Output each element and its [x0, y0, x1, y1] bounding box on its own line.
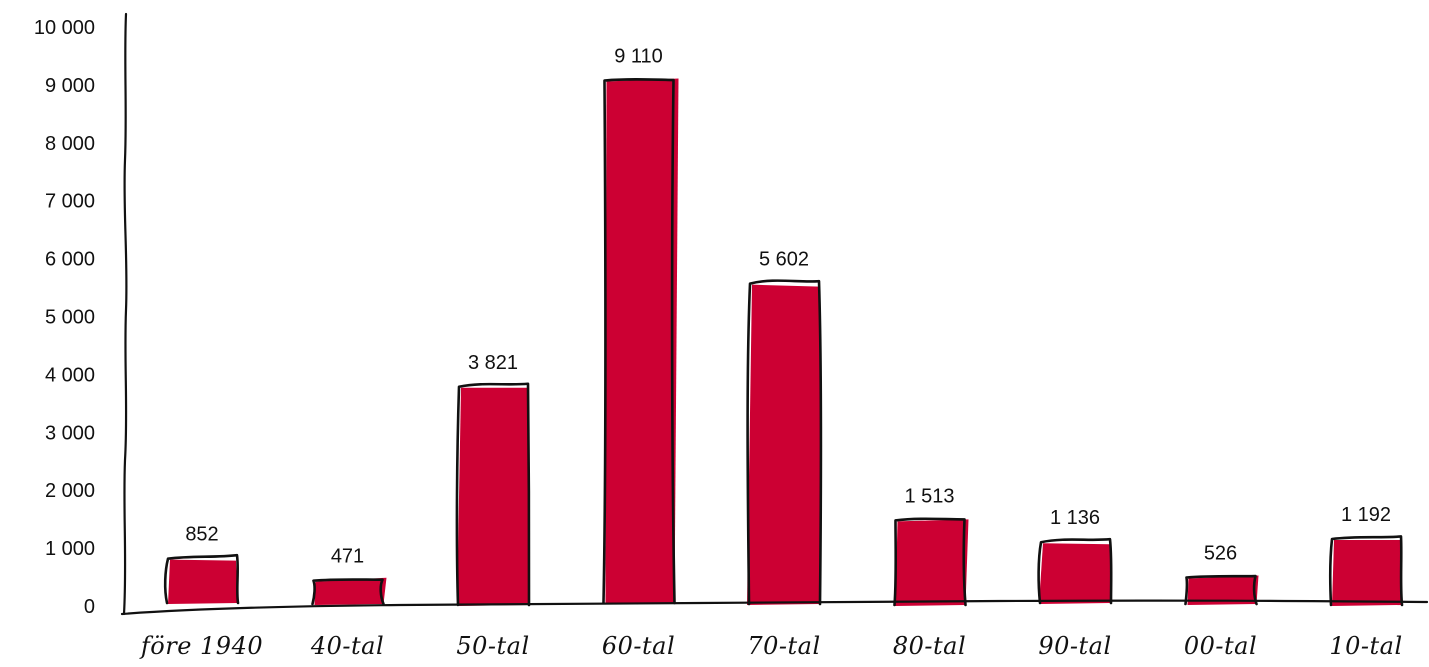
bar — [605, 78, 679, 604]
y-tick-label: 4 000 — [45, 364, 95, 386]
value-labels: 852 471 3 821 9 110 5 602 1 513 1 136 526 1 192 — [185, 46, 1391, 568]
bar-outline — [163, 553, 240, 605]
y-tick-label: 2 000 — [45, 480, 95, 502]
data-label: 852 — [185, 524, 218, 546]
data-label: 1 136 — [1050, 507, 1100, 529]
y-axis-line — [122, 12, 128, 616]
bar — [314, 577, 387, 605]
x-tick-label: 90-tal — [1038, 632, 1111, 660]
category-labels: före 1940 40-tal 50-tal 60-tal 70-tal 80-tal 9… — [139, 632, 1402, 660]
bar — [747, 284, 820, 605]
bar — [1187, 575, 1259, 605]
bar-outline — [602, 78, 676, 605]
x-tick-label: 40-tal — [310, 632, 384, 660]
x-tick-label: 60-tal — [602, 632, 675, 660]
data-label: 5 602 — [759, 249, 809, 271]
data-label: 471 — [331, 546, 364, 568]
bar — [1039, 543, 1111, 604]
y-tick-label: 6 000 — [45, 249, 95, 271]
x-tick-label: 00-tal — [1184, 632, 1257, 660]
y-tick-label: 0 — [84, 596, 95, 618]
bar-outline — [746, 279, 823, 606]
y-tick-label: 5 000 — [45, 307, 95, 329]
bar — [1332, 539, 1402, 606]
x-tick-label: 10-tal — [1329, 632, 1402, 660]
y-tick-label: 3 000 — [45, 422, 95, 444]
x-axis-line — [120, 599, 1429, 616]
x-tick-label: 50-tal — [456, 632, 529, 660]
bar-outline — [1037, 537, 1113, 605]
data-label: 526 — [1204, 543, 1237, 565]
data-label: 1 513 — [904, 485, 954, 507]
x-tick-label: före 1940 — [139, 632, 263, 660]
y-tick-label: 8 000 — [45, 133, 95, 155]
bars — [163, 78, 1404, 607]
bar-outline — [311, 578, 385, 606]
y-tick-label: 9 000 — [45, 75, 95, 97]
data-label: 1 192 — [1341, 504, 1391, 526]
x-tick-label: 80-tal — [893, 632, 966, 660]
y-tick-label: 10 000 — [34, 17, 95, 39]
y-tick-label: 1 000 — [45, 538, 95, 560]
bar — [168, 559, 238, 604]
bar-outline — [1329, 535, 1404, 607]
bar — [457, 387, 529, 606]
bar-outline — [455, 382, 531, 607]
bar — [895, 519, 969, 606]
bar-outline — [1184, 574, 1258, 606]
data-label: 9 110 — [614, 46, 663, 68]
y-tick-label: 7 000 — [45, 191, 95, 213]
y-axis-ticks: 0 1 000 2 000 3 000 4 000 5 000 6 000 7 000 8 00… — [34, 17, 95, 618]
data-label: 3 821 — [468, 352, 518, 374]
x-tick-label: 70-tal — [747, 632, 820, 660]
bar-outline — [893, 517, 967, 607]
